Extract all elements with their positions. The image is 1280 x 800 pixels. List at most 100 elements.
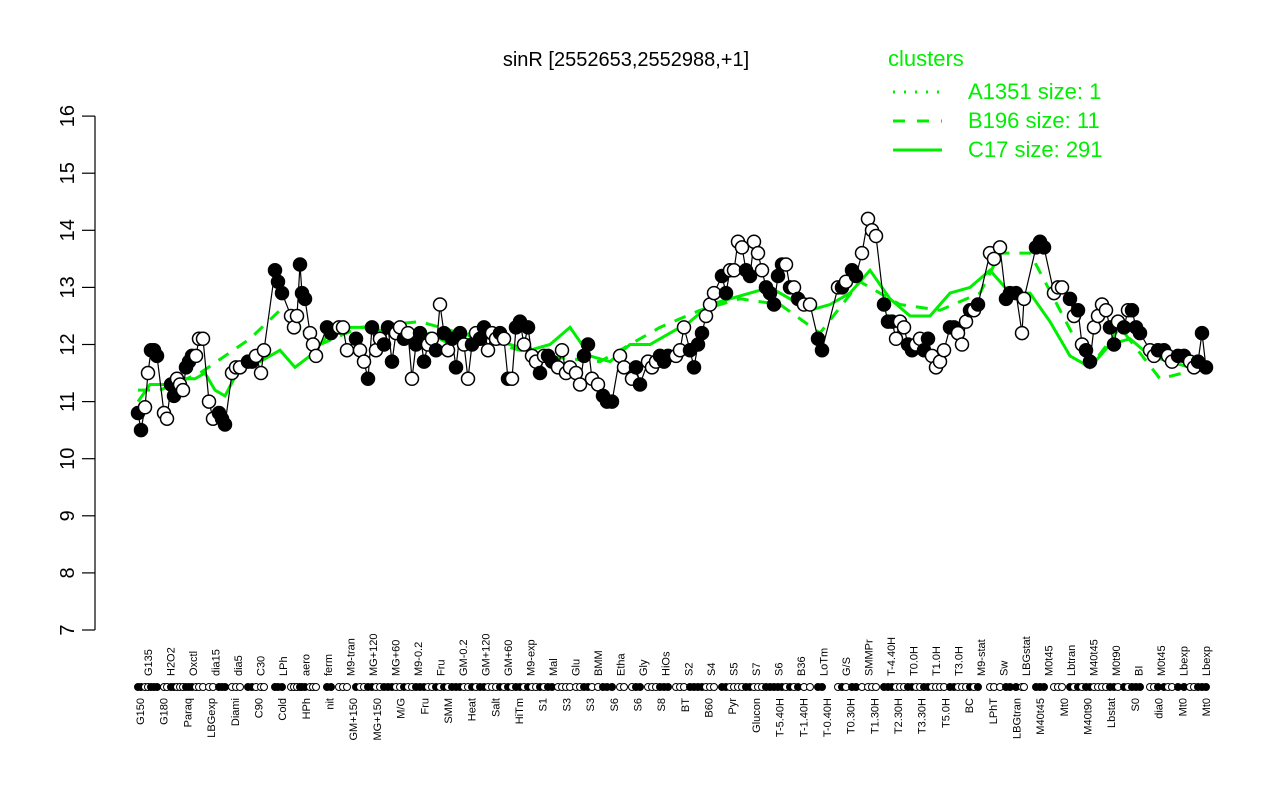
data-point [604, 394, 620, 409]
data-point [896, 320, 912, 335]
data-point [580, 337, 596, 352]
x-tick-label: T3.0H [953, 646, 965, 676]
data-point [308, 348, 324, 364]
x-tick-label: dia5 [233, 655, 245, 676]
data-point [412, 325, 428, 341]
x-tick-label: T1.0H [931, 646, 943, 676]
data-point [384, 354, 400, 369]
x-tick-label: BT [680, 698, 692, 712]
x-tick-label: T2.30H [893, 698, 905, 734]
x-tick-label: GM+60 [503, 640, 515, 676]
data-point [1124, 302, 1140, 318]
data-point [814, 342, 830, 358]
data-point [289, 308, 305, 324]
y-tick-label: 11 [57, 391, 79, 412]
data-point [1116, 320, 1132, 335]
y-tick-label: 13 [57, 276, 79, 298]
data-point [149, 348, 165, 364]
data-point [766, 297, 782, 312]
x-tick-label: T5.0H [940, 698, 952, 728]
x-tick-label: HiOs [661, 651, 673, 676]
x-tick-label: LPhT [988, 698, 1000, 725]
data-point [335, 320, 351, 335]
x-tick-label: T-1.40H [798, 698, 810, 737]
chart-title: sinR [2552653,2552988,+1] [503, 49, 749, 71]
x-tick-label: C30 [256, 656, 268, 676]
legend-entry-label: C17 size: 291 [968, 137, 1103, 162]
data-point [133, 422, 149, 438]
x-tick-label: M0t45 [1043, 645, 1055, 676]
data-point [297, 291, 313, 307]
x-tick-label: GM-0.2 [458, 639, 470, 676]
x-tick-label: LBGexp [206, 698, 218, 738]
data-point [520, 320, 536, 335]
x-axis-labels: G150 G180 Paraq LBGexp Diami C90 Cold HPh nit GM+… [134, 634, 1213, 741]
x-tick-label: S5 [728, 663, 740, 676]
x-tick-label: MG+150 [372, 698, 384, 741]
x-tick-label: M40t90 [1083, 698, 1095, 735]
data-point [554, 342, 570, 358]
data-point [920, 331, 936, 347]
y-tick-label: 12 [57, 333, 79, 355]
data-point [356, 354, 372, 369]
y-tick-label: 15 [57, 162, 79, 184]
x-tick-label: Cold [277, 698, 289, 721]
data-point [532, 365, 548, 381]
x-tick-label: dia0 [1154, 698, 1166, 719]
x-tick-label: S7 [751, 663, 763, 676]
x-tick-label: S8 [656, 698, 668, 711]
data-points [130, 211, 1214, 438]
y-axis: 7 8 9 10 11 12 13 14 15 16 [57, 105, 96, 636]
y-tick-label: 14 [57, 219, 79, 241]
x-tick-label: GM+120 [481, 634, 493, 677]
x-tick-label: Paraq [182, 698, 194, 727]
x-tick-label: Oxctl [188, 651, 200, 676]
legend-title: clusters [888, 46, 964, 71]
x-tick-label: BI [1133, 666, 1145, 676]
x-tick-label: Lbstat [1106, 698, 1118, 728]
x-tick-label: S3 [585, 698, 597, 711]
x-tick-label: Lbexp [1178, 646, 1190, 676]
x-tick-label: S4 [706, 663, 718, 676]
x-tick-label: aero [301, 654, 313, 676]
data-point [253, 365, 269, 381]
data-point [516, 337, 532, 352]
x-tick-label: T-5.40H [775, 698, 787, 737]
data-point [496, 331, 512, 347]
x-tick-label: Mt0 [1201, 698, 1213, 716]
x-tick-label: Lbexp [1201, 646, 1213, 676]
x-tick-label: M/G [396, 698, 408, 719]
x-tick-label: M9-0.2 [413, 642, 425, 676]
data-point [854, 245, 870, 261]
data-point [460, 371, 476, 387]
x-tick-label: HiTm [514, 698, 526, 724]
data-point [376, 337, 392, 352]
data-point [676, 320, 692, 335]
data-point [1082, 354, 1098, 369]
x-tick-label: HPh [301, 698, 313, 719]
data-point [1054, 280, 1070, 295]
data-point [400, 325, 416, 341]
x-tick-label: T1.30H [869, 698, 881, 734]
data-point [339, 342, 355, 358]
data-point [936, 342, 952, 358]
x-tick-label: Mt0 [1059, 698, 1071, 716]
data-point [888, 331, 904, 347]
x-tick-label: M9-exp [526, 639, 538, 676]
data-point [572, 377, 588, 392]
x-tick-label: S3 [561, 698, 573, 711]
legend-entry-label: A1351 size: 1 [968, 79, 1101, 104]
data-point [404, 371, 420, 387]
x-tick-label: LBGtran [1011, 698, 1023, 739]
data-point [868, 228, 884, 244]
data-point [504, 371, 520, 387]
data-point [1062, 291, 1078, 307]
data-point [718, 285, 734, 301]
x-tick-label: G135 [143, 649, 155, 676]
x-tick-label: nit [325, 698, 337, 710]
data-point [448, 360, 464, 375]
x-tick-label: Salt [490, 698, 502, 717]
data-point [726, 263, 742, 278]
x-tick-label: C90 [253, 698, 265, 718]
